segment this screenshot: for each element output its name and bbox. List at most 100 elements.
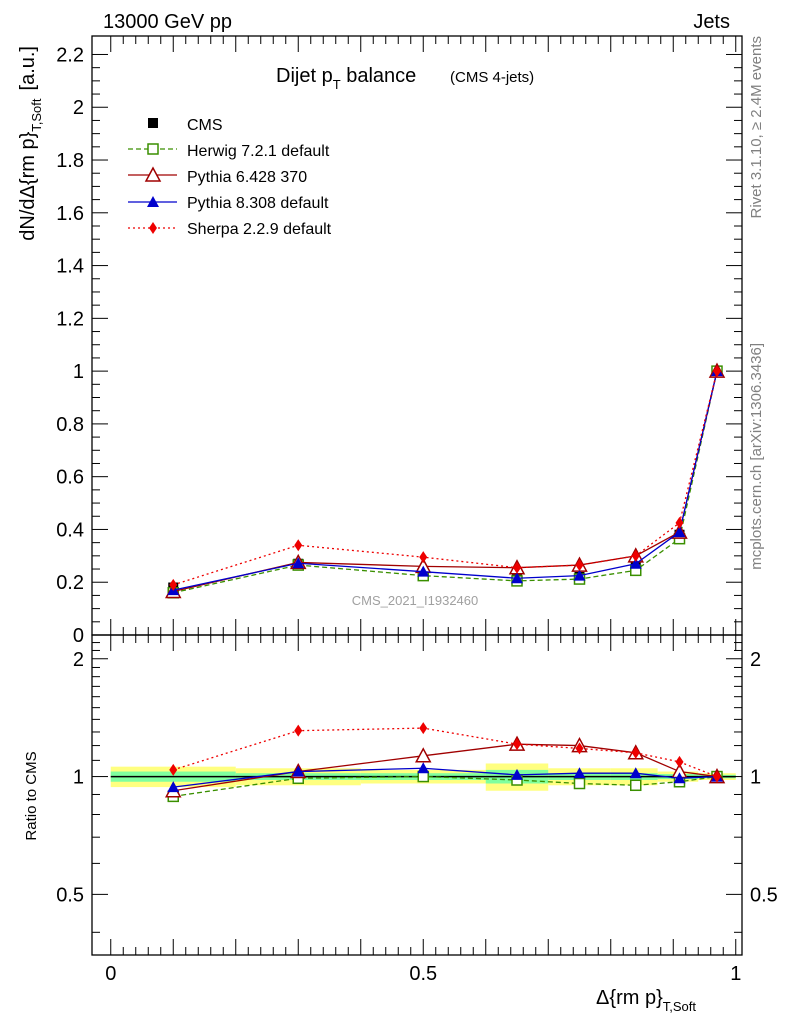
series-line-pythia-6-428-370 (173, 370, 718, 593)
series-point-pythia-8-308-default (292, 557, 305, 569)
axis-ticks: 0 0.2 0.4 0.6 0.8 1 1.2 1.4 1.6 1.8 2 2.2 0 0.5 1 0.5 0.… (56, 36, 778, 985)
ratio-line-pythia-8-308-default (173, 767, 718, 788)
series-line-sherpa-2-2-9-default (173, 370, 718, 586)
legend-marker-cms (148, 118, 158, 128)
series-point-sherpa-2-2-9-default (294, 539, 303, 552)
legend-marker-pythia6 (144, 166, 162, 182)
ratio-point-sherpa-2-2-9-default (631, 746, 640, 759)
series-point-pythia-8-308-default (673, 526, 686, 538)
ratio-point-pythia-8-308-default (673, 772, 686, 784)
ratio-point-pythia-8-308-default (511, 768, 523, 780)
ratio-point-sherpa-2-2-9-default (713, 770, 721, 783)
y-tick-label: 0.6 (56, 467, 84, 489)
y-tick-label: 2.2 (56, 44, 84, 66)
chart-title: Dijet pT balance (276, 65, 416, 92)
ratio-tick-label-right: 1 (750, 767, 761, 789)
series-layer (164, 362, 726, 803)
legend-label-herwig: Herwig 7.2.1 default (187, 143, 330, 160)
ratio-point-herwig-7-2-1-default (573, 777, 586, 790)
series-point-pythia-8-308-default (629, 557, 642, 569)
series-point-sherpa-2-2-9-default (675, 516, 684, 529)
legend-item-sherpa: Sherpa 2.2.9 default (128, 221, 332, 238)
ratio-point-pythia-8-308-default (417, 762, 430, 774)
ratio-tick-label-left: 2 (73, 649, 84, 671)
plot-frames (91, 35, 743, 956)
y-axis-label-unit: [a.u.] (17, 46, 39, 90)
analysis-watermark: CMS_2021_I1932460 (352, 593, 479, 608)
ratio-tick-label-right: 2 (750, 649, 761, 671)
side-text-bottom: mcplots.cern.ch [arXiv:1306.3436] (748, 343, 765, 570)
legend-marker-pythia8 (147, 196, 159, 207)
ratio-plot-frame (91, 634, 743, 956)
ratio-point-pythia-8-308-default (573, 767, 586, 779)
y-axis-label-main: dN/dΔ{rm p} (17, 131, 39, 240)
y-tick-label: 0.4 (56, 519, 84, 541)
legend-label-pythia8: Pythia 8.308 default (187, 195, 329, 212)
series-point-pythia-8-308-default (417, 565, 430, 577)
ratio-tick-label-right: 0.5 (750, 884, 778, 906)
y-tick-label: 2 (73, 97, 84, 119)
y-tick-label: 0 (73, 625, 84, 647)
ratio-point-herwig-7-2-1-default (630, 779, 642, 792)
y-tick-label: 0.8 (56, 414, 84, 436)
x-axis-label: Δ{rm p}T,Soft (596, 987, 696, 1014)
ratio-point-sherpa-2-2-9-default (675, 755, 684, 768)
ratio-line-pythia-6-428-370 (173, 743, 718, 792)
legend-item-herwig: Herwig 7.2.1 default (128, 143, 330, 160)
ratio-point-sherpa-2-2-9-default (513, 738, 521, 751)
chart-title-rest: balance (341, 65, 417, 87)
legend-label-pythia6: Pythia 6.428 370 (187, 169, 307, 186)
legend-marker-sherpa (149, 222, 157, 234)
y-tick-label: 0.2 (56, 572, 84, 594)
x-tick-label: 1 (730, 963, 741, 985)
series-point-sherpa-2-2-9-default (631, 549, 640, 562)
ratio-point-sherpa-2-2-9-default (169, 763, 178, 776)
ratio-point-pythia-8-308-default (629, 767, 642, 779)
y-axis-label: dN/dΔ{rm p}T,Soft [a.u.] (17, 46, 44, 241)
x-axis-label-main: Δ{rm p} (596, 987, 663, 1009)
ratio-line-herwig-7-2-1-default (173, 775, 718, 798)
ratio-point-sherpa-2-2-9-default (419, 722, 428, 735)
series-point-sherpa-2-2-9-default (513, 561, 521, 574)
y-tick-label: 1 (73, 361, 84, 383)
y-axis-label-sub: T,Soft (29, 98, 44, 132)
chart-title-extra: (CMS 4-jets) (450, 69, 534, 86)
x-tick-label: 0 (105, 963, 116, 985)
x-axis-label-sub: T,Soft (663, 999, 697, 1014)
y-tick-label: 1.2 (56, 308, 84, 330)
legend-item-pythia8: Pythia 8.308 default (128, 195, 329, 212)
chart-title-sub: T (333, 77, 341, 92)
legend-label-sherpa: Sherpa 2.2.9 default (187, 221, 332, 238)
header-right: Jets (693, 11, 730, 33)
y-tick-label: 1.8 (56, 150, 84, 172)
series-line-pythia-8-308-default (173, 370, 718, 591)
series-point-sherpa-2-2-9-default (419, 551, 428, 564)
ratio-line-sherpa-2-2-9-default (173, 727, 718, 778)
x-tick-label: 0.5 (409, 963, 437, 985)
series-point-sherpa-2-2-9-default (713, 365, 721, 378)
series-point-pythia-8-308-default (573, 569, 586, 581)
ratio-point-pythia-8-308-default (292, 765, 305, 777)
chart-title-main: Dijet p (276, 65, 333, 87)
y-tick-label: 1.6 (56, 203, 84, 225)
legend: CMS Herwig 7.2.1 default Pythia 6.428 37… (128, 117, 332, 238)
side-text-top: Rivet 3.1.10, ≥ 2.4M events (748, 36, 765, 219)
series-line-herwig-7-2-1-default (173, 370, 718, 594)
header-left: 13000 GeV pp (103, 11, 232, 33)
legend-marker-herwig (147, 143, 159, 155)
ratio-tick-label-left: 1 (73, 767, 84, 789)
ratio-axis-label: Ratio to CMS (23, 751, 40, 840)
series-point-pythia-8-308-default (511, 572, 523, 584)
legend-item-pythia6: Pythia 6.428 370 (128, 166, 307, 186)
ratio-tick-label-left: 0.5 (56, 884, 84, 906)
ratio-point-sherpa-2-2-9-default (575, 742, 584, 755)
legend-label-cms: CMS (187, 117, 223, 134)
series-point-sherpa-2-2-9-default (575, 559, 584, 572)
legend-item-cms: CMS (148, 117, 223, 134)
ratio-point-pythia-8-308-default (167, 781, 180, 793)
series-point-sherpa-2-2-9-default (169, 578, 178, 591)
y-tick-label: 1.4 (56, 256, 84, 278)
ratio-point-sherpa-2-2-9-default (294, 724, 303, 737)
ratio-point-pythia-6-428-370 (414, 747, 432, 763)
